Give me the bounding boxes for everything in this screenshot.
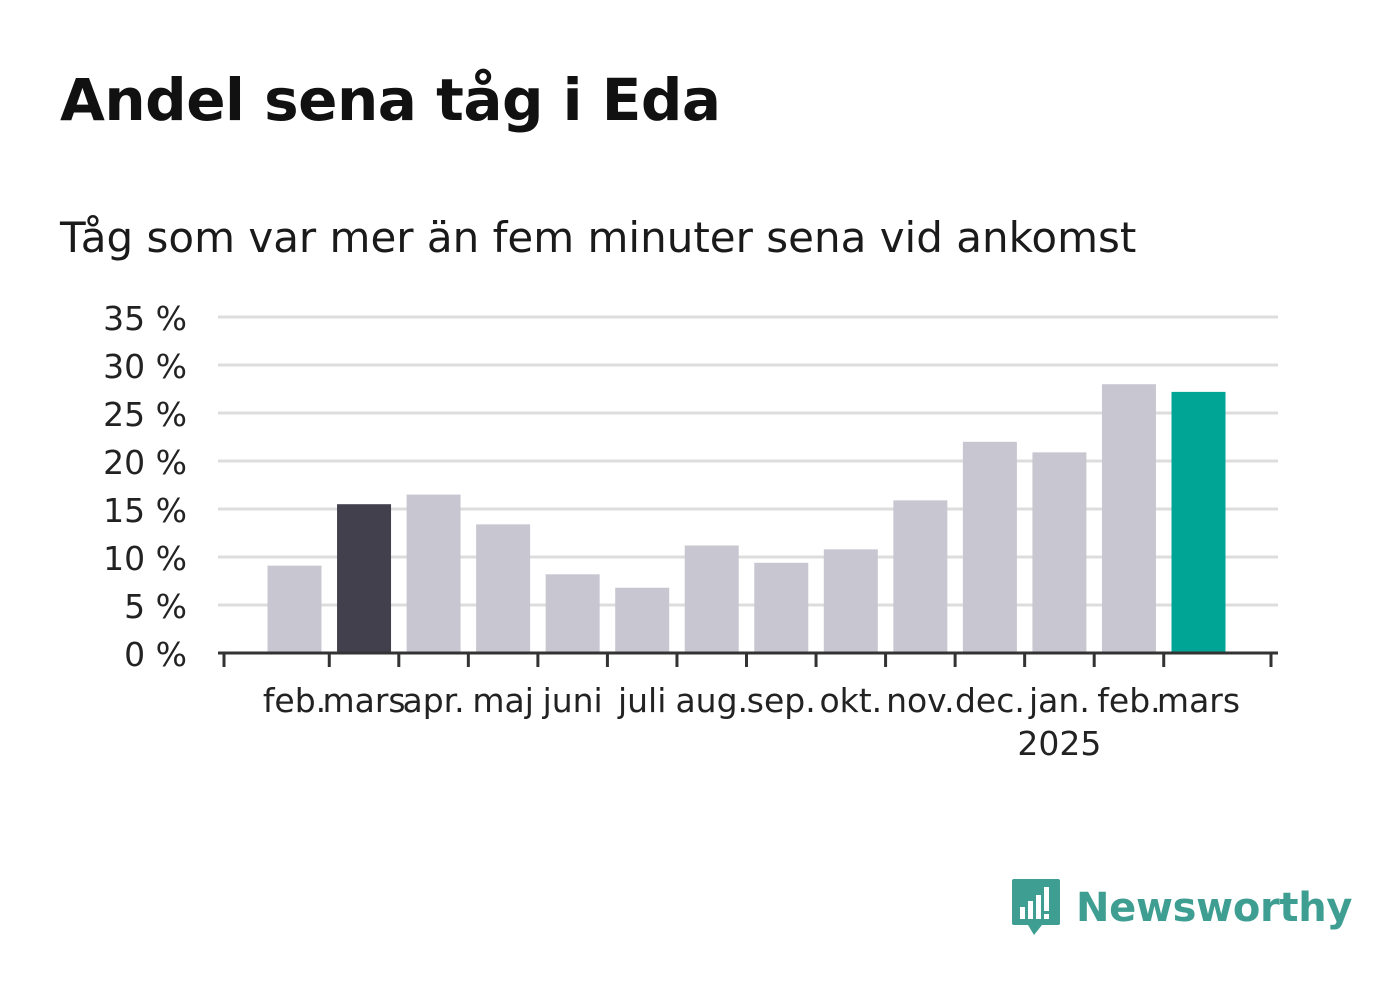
x-tick-label: mars <box>1157 681 1240 720</box>
chart-subtitle: Tåg som var mer än fem minuter sena vid … <box>60 213 1137 262</box>
x-tick-label: jan. <box>1028 681 1090 720</box>
x-tick-label: dec. <box>955 681 1025 720</box>
x-tick-label: apr. <box>402 681 464 720</box>
x-year-label: 2025 <box>1017 724 1101 763</box>
y-tick-label: 25 % <box>103 395 187 434</box>
x-tick-label: maj <box>472 681 534 720</box>
x-tick-label: nov. <box>886 681 955 720</box>
x-tick-label: feb. <box>1097 681 1160 720</box>
x-tick-label: okt. <box>819 681 882 720</box>
bar-4 <box>476 524 531 653</box>
y-tick-label: 30 % <box>103 347 187 386</box>
x-tick-label: sep. <box>747 681 816 720</box>
x-tick-label: juli <box>617 681 666 720</box>
bar-3 <box>406 494 461 653</box>
y-tick-label: 35 % <box>103 299 187 338</box>
x-tick-label: mars <box>322 681 405 720</box>
y-tick-label: 5 % <box>124 587 187 626</box>
bar-9 <box>823 549 878 653</box>
y-tick-label: 10 % <box>103 539 187 578</box>
y-tick-label: 20 % <box>103 443 187 482</box>
bar-13 <box>1101 384 1156 653</box>
chart-title: Andel sena tåg i Eda <box>60 66 721 134</box>
x-tick-label: juni <box>542 681 603 720</box>
y-tick-label: 15 % <box>103 491 187 530</box>
bar-10 <box>893 500 948 653</box>
y-tick-label: 0 % <box>124 635 187 674</box>
bar-7 <box>684 545 739 653</box>
bar-12 <box>1032 452 1087 653</box>
newsworthy-logo: Newsworthy <box>1010 876 1353 940</box>
newsworthy-logo-icon <box>1012 879 1060 935</box>
bar-14 <box>1171 391 1226 653</box>
x-tick-label: aug. <box>675 681 748 720</box>
bar-2 <box>337 504 392 653</box>
bar-1 <box>267 565 322 653</box>
bar-11 <box>962 441 1017 653</box>
bar-6 <box>615 587 670 653</box>
bar-8 <box>754 562 809 653</box>
x-tick-label: feb. <box>263 681 326 720</box>
bar-5 <box>545 574 600 653</box>
brand-name: Newsworthy <box>1076 885 1353 931</box>
